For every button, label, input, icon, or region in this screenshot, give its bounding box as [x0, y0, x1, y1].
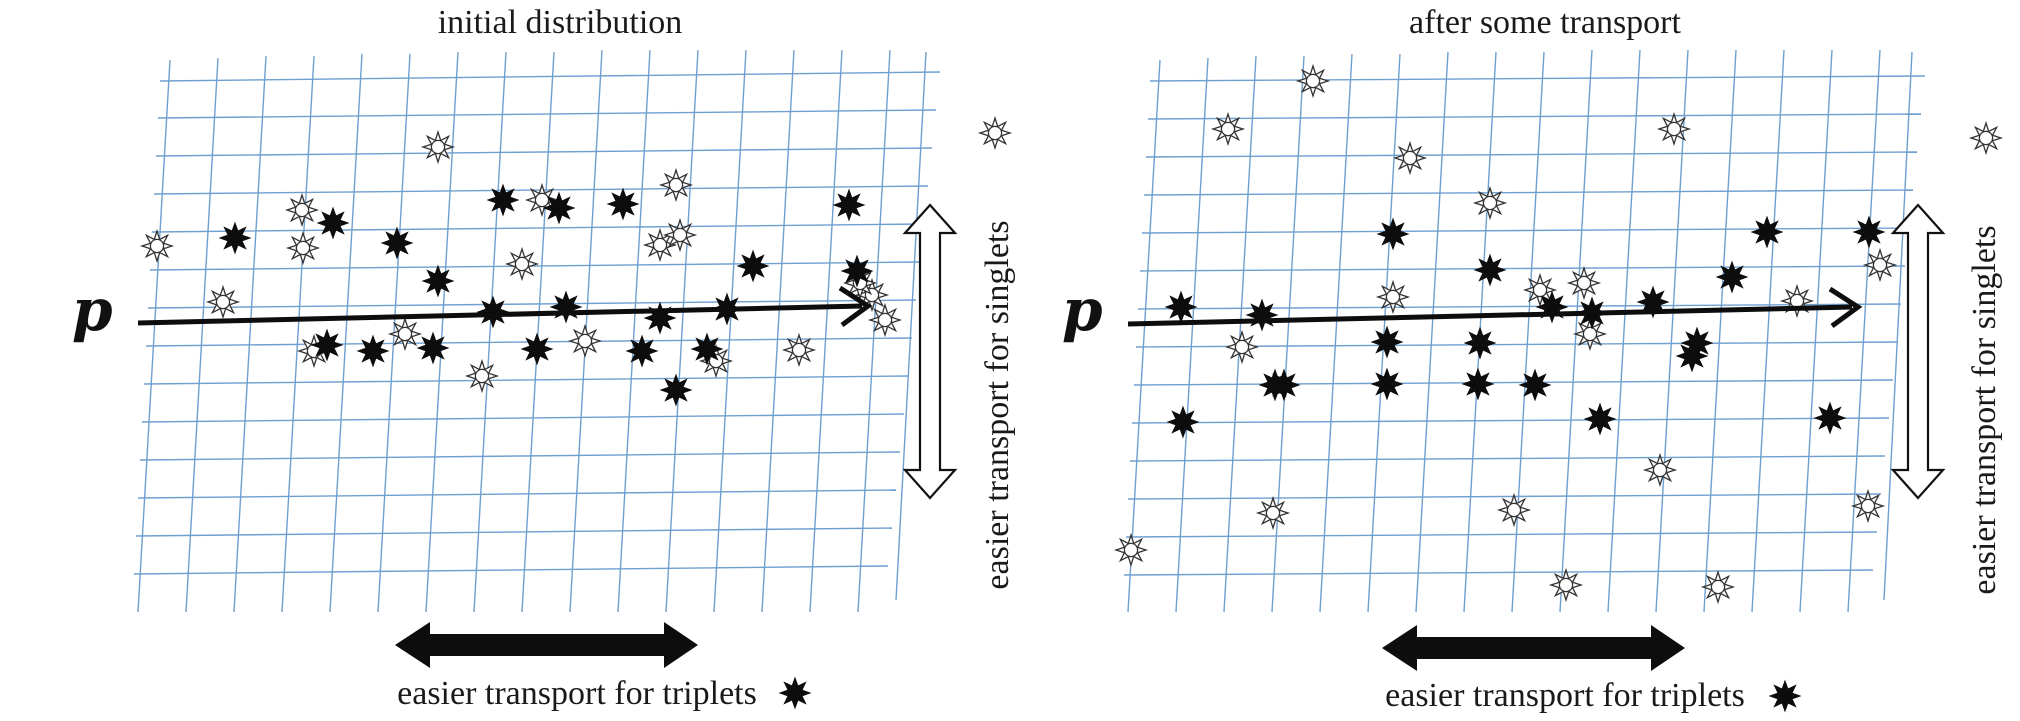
triplet-marker [1377, 218, 1409, 250]
triplet-marker [1814, 402, 1846, 434]
momentum-arrow [137, 285, 873, 328]
triplet-marker [833, 189, 865, 221]
triplet-marker [1165, 291, 1197, 323]
triplet-marker [550, 291, 582, 323]
singlet-marker [506, 248, 538, 280]
triplet-marker [487, 184, 519, 216]
lattice-grid [1123, 49, 1926, 613]
singlet-marker [422, 131, 454, 163]
singlet-transport-caption: easier transport for singlets [1966, 225, 2003, 594]
triplet-marker [1246, 299, 1278, 331]
triplet-marker [357, 335, 389, 367]
singlet-marker [1498, 494, 1530, 526]
triplet-marker [417, 332, 449, 364]
singlet-marker [783, 334, 815, 366]
singlet-marker [1257, 497, 1289, 529]
triplet-marker [1751, 216, 1783, 248]
lattice-grid [133, 49, 941, 613]
panel-title: initial distribution [438, 4, 683, 41]
singlet-transport-arrow [1890, 203, 1946, 500]
triplet-marker [1676, 340, 1708, 372]
singlet-marker [1377, 281, 1409, 313]
momentum-label: p [72, 276, 113, 344]
triplet-marker [381, 227, 413, 259]
panel-initial: initial distribution [72, 4, 1016, 712]
singlet-marker [466, 360, 498, 392]
singlet-marker [1658, 113, 1690, 145]
triplet-marker [1536, 291, 1568, 323]
triplet-marker [1371, 326, 1403, 358]
panel-title: after some transport [1409, 4, 1681, 41]
triplet-marker [626, 335, 658, 367]
singlet-marker [1568, 267, 1600, 299]
singlet-marker [1394, 142, 1426, 174]
triplet-legend-icon [1769, 680, 1801, 712]
singlet-marker [1226, 331, 1258, 363]
triplet-marker [691, 333, 723, 365]
singlet-marker [1297, 65, 1329, 97]
singlet-marker [1115, 534, 1147, 566]
singlet-transport-caption: easier transport for singlets [979, 220, 1016, 589]
triplet-transport-arrow [395, 622, 698, 668]
singlet-marker [207, 286, 239, 318]
singlet-marker [979, 117, 1011, 149]
triplet-marker [1853, 216, 1885, 248]
triplet-marker [644, 302, 676, 334]
triplet-marker [1167, 406, 1199, 438]
triplet-marker [317, 207, 349, 239]
triplet-marker [1259, 369, 1291, 401]
triplet-transport-arrow [1382, 625, 1685, 671]
singlet-marker [1864, 249, 1896, 281]
momentum-label: p [1062, 276, 1103, 344]
triplet-legend-icon [779, 677, 811, 709]
singlet-marker [1852, 490, 1884, 522]
triplet-marker [1584, 403, 1616, 435]
particle-markers [141, 117, 1011, 406]
singlet-marker [287, 232, 319, 264]
singlet-marker [1781, 285, 1813, 317]
singlet-marker [1702, 571, 1734, 603]
panel-after-transport: after some transport [1062, 4, 2003, 714]
singlet-marker [1644, 454, 1676, 486]
triplet-marker [1519, 369, 1551, 401]
singlet-marker [660, 169, 692, 201]
triplet-marker [1371, 368, 1403, 400]
singlet-transport-arrow [902, 203, 958, 500]
triplet-marker [607, 188, 639, 220]
triplet-marker [219, 222, 251, 254]
singlet-marker [286, 194, 318, 226]
singlet-marker [869, 304, 901, 336]
triplet-transport-caption: easier transport for triplets [397, 675, 757, 712]
triplet-marker [311, 329, 343, 361]
triplet-marker [1464, 327, 1496, 359]
triplet-transport-caption: easier transport for triplets [1385, 677, 1745, 714]
singlet-marker [664, 219, 696, 251]
singlet-marker [1212, 113, 1244, 145]
particle-markers [1115, 65, 2002, 603]
singlet-marker [389, 318, 421, 350]
triplet-marker [521, 333, 553, 365]
singlet-marker [1970, 122, 2002, 154]
triplet-marker [841, 255, 873, 287]
triplet-marker [1474, 254, 1506, 286]
singlet-marker [1474, 187, 1506, 219]
singlet-marker [1550, 569, 1582, 601]
triplet-marker [422, 265, 454, 297]
singlet-marker [569, 325, 601, 357]
triplet-marker [1462, 368, 1494, 400]
triplet-marker [660, 374, 692, 406]
triplet-marker [543, 192, 575, 224]
momentum-arrow [1127, 286, 1863, 329]
triplet-marker [737, 250, 769, 282]
singlet-marker [141, 230, 173, 262]
triplet-marker [1716, 261, 1748, 293]
